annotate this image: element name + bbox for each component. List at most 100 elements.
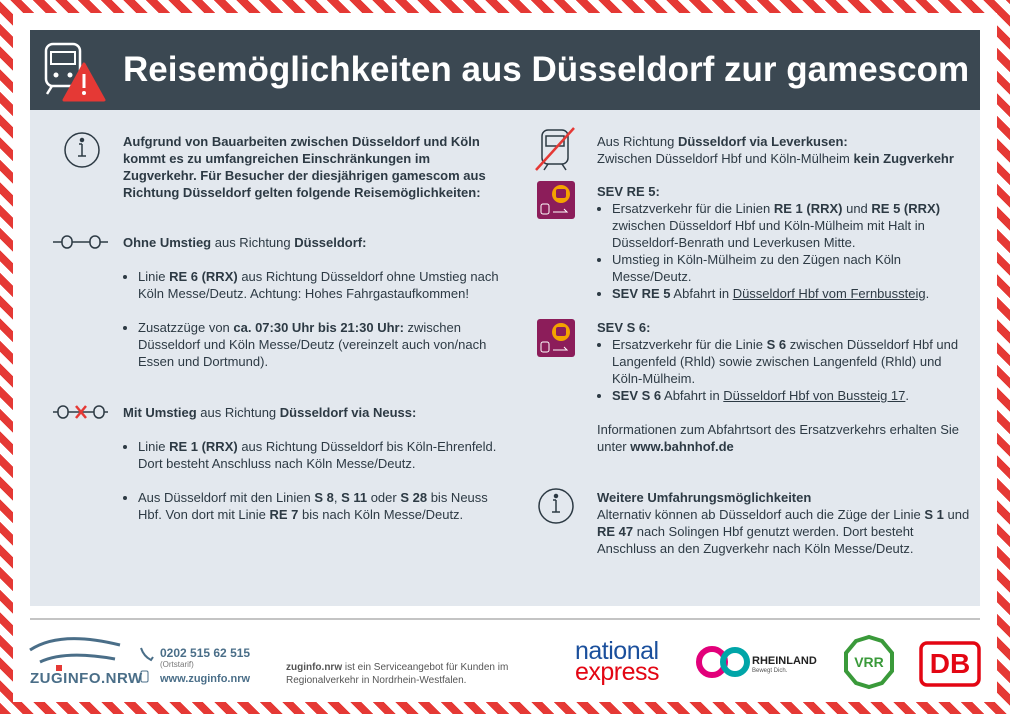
logo-tagline: Bewegt Dich. bbox=[752, 668, 788, 674]
text-run: S 6 bbox=[766, 337, 787, 352]
bullet: Linie RE 1 (RRX) aus Richtung Düsseldorf… bbox=[138, 438, 508, 472]
text-run: Aus Richtung bbox=[597, 134, 678, 149]
bullet: Ersatzverkehr für die Linie S 6 zwischen… bbox=[612, 336, 972, 387]
heading: Mit Umstieg aus Richtung Düsseldorf via … bbox=[123, 404, 508, 421]
header: Reisemöglichkeiten aus Düsseldorf zur ga… bbox=[30, 30, 980, 110]
section: SEV RE 5:Ersatzverkehr für die Linien RE… bbox=[597, 183, 972, 302]
title: Reisemöglichkeiten aus Düsseldorf zur ga… bbox=[123, 50, 970, 89]
text-run: Düsseldorf: bbox=[294, 235, 367, 250]
text-run: nach Solingen Hbf genutzt werden. Dort b… bbox=[597, 524, 914, 556]
text-run: RE 6 (RRX) bbox=[169, 269, 238, 284]
bullet-list: Linie RE 6 (RRX) aus Richtung Düsseldorf… bbox=[123, 268, 508, 370]
phone-note: (Ortstarif) bbox=[160, 660, 194, 669]
bullet: SEV RE 5 Abfahrt in Düsseldorf Hbf vom F… bbox=[612, 285, 972, 302]
paragraph: zuginfo.nrw ist ein Serviceangebot für K… bbox=[286, 661, 516, 687]
text-run: und bbox=[943, 507, 970, 522]
section: Weitere Umfahrungsmöglichkeiten Alternati… bbox=[597, 489, 972, 557]
text-run: Abfahrt in bbox=[661, 388, 724, 403]
section: SEV S 6:Ersatzverkehr für die Linie S 6 … bbox=[597, 319, 972, 404]
text-run: SEV RE 5 bbox=[612, 286, 671, 301]
text-run: bis nach Köln Messe/Deutz. bbox=[298, 507, 464, 522]
text-run: SEV RE 5: bbox=[597, 184, 660, 199]
text-run: RE 5 (RRX) bbox=[871, 201, 941, 216]
text-run: und bbox=[842, 201, 872, 216]
text-run: RE 1 (RRX) bbox=[169, 439, 238, 454]
text-run: Zwischen Düsseldorf Hbf und Köln-Mülheim bbox=[597, 151, 854, 166]
phone: 0202 515 62 515 bbox=[160, 646, 251, 660]
info: Informationen zum Abfahrtsort des Ersatz… bbox=[597, 421, 972, 455]
heading: Aus Richtung Düsseldorf via Leverkusen: bbox=[597, 133, 972, 150]
text-run: RE 7 bbox=[269, 507, 299, 522]
text-run: . bbox=[925, 286, 930, 301]
text-run: . bbox=[905, 388, 910, 403]
text-run: aus Richtung Düsseldorf bis Köln-Ehrenfe… bbox=[138, 439, 497, 471]
logo-db: DB bbox=[929, 648, 971, 679]
text-run: kein Zugverkehr bbox=[853, 151, 954, 166]
bullet: Aus Düsseldorf mit den Linien S 8, S 11 … bbox=[138, 489, 508, 523]
text-run: Düsseldorf Hbf vom Fernbussteig bbox=[732, 286, 926, 301]
text-run: zuginfo.nrw bbox=[286, 662, 343, 673]
bullet-list: Ersatzverkehr für die Linien RE 1 (RRX) … bbox=[597, 200, 972, 302]
bullet-list: Ersatzverkehr für die Linie S 6 zwischen… bbox=[597, 336, 972, 404]
heading: SEV RE 5: bbox=[597, 183, 972, 200]
text-run: www.bahnhof.de bbox=[630, 439, 734, 454]
bullet: SEV S 6 Abfahrt in Düsseldorf Hbf von Bu… bbox=[612, 387, 972, 404]
bullet: Umstieg in Köln-Mülheim zu den Zügen nac… bbox=[612, 251, 972, 285]
text-run: aus Richtung bbox=[196, 405, 280, 420]
text-run: ca. 07:30 Uhr bis 21:30 Uhr: bbox=[233, 320, 404, 335]
brand: ZUGINFO.NRW bbox=[30, 670, 143, 687]
logo-national: national bbox=[575, 637, 659, 665]
content-panel bbox=[30, 110, 980, 606]
text-run: oder bbox=[367, 490, 401, 505]
text-run: SEV S 6 bbox=[612, 388, 662, 403]
text-run: RE 47 bbox=[597, 524, 634, 539]
logo-rheinland: RHEINLAND bbox=[752, 655, 817, 667]
web: www.zuginfo.nrw bbox=[160, 673, 251, 685]
heading: Weitere Umfahrungsmöglichkeiten bbox=[597, 489, 972, 506]
paragraph: Informationen zum Abfahrtsort des Ersatz… bbox=[597, 421, 972, 455]
bullet-list: Linie RE 1 (RRX) aus Richtung Düsseldorf… bbox=[123, 438, 508, 523]
text-run: , bbox=[333, 490, 342, 505]
logo-express: express bbox=[575, 658, 660, 686]
text-run: zwischen Düsseldorf Hbf und Köln-Mülheim… bbox=[612, 218, 925, 250]
text-run: Mit Umstieg bbox=[123, 405, 197, 420]
text-run: Ersatzverkehr für die Linien bbox=[612, 201, 774, 216]
text-run: zwischen Düsseldorf Hbf und Langenfeld (… bbox=[612, 337, 959, 386]
text-run: aus Richtung Düsseldorf ohne Umstieg nac… bbox=[138, 269, 499, 301]
text-run: Aus Düsseldorf mit den Linien bbox=[138, 490, 315, 505]
section: Mit Umstieg aus Richtung Düsseldorf via … bbox=[123, 404, 508, 523]
text-run: aus Richtung bbox=[211, 235, 295, 250]
text-run: Ersatzverkehr für die Linie bbox=[612, 337, 767, 352]
text-run: Alternativ können ab Düsseldorf auch die… bbox=[597, 507, 925, 522]
heading: SEV S 6: bbox=[597, 319, 972, 336]
text-run: Zusatzzüge von bbox=[138, 320, 234, 335]
text-run: Düsseldorf via Leverkusen: bbox=[677, 134, 848, 149]
text-run: Düsseldorf via Neuss: bbox=[279, 405, 417, 420]
bullet: Zusatzzüge von ca. 07:30 Uhr bis 21:30 U… bbox=[138, 319, 508, 370]
logo-vrr: VRR bbox=[854, 654, 884, 670]
text-run: S 1 bbox=[924, 507, 944, 522]
text-run: S 28 bbox=[400, 490, 428, 505]
text-run: S 8 bbox=[314, 490, 334, 505]
paragraph: Aufgrund von Bauarbeiten zwischen Düssel… bbox=[123, 133, 498, 201]
text-run: bis Neuss Hbf. Von dort mit Linie bbox=[138, 490, 488, 522]
text-run: RE 1 (RRX) bbox=[773, 201, 843, 216]
section: Ohne Umstieg aus Richtung Düsseldorf: Lin… bbox=[123, 234, 508, 370]
text-run: Ohne Umstieg bbox=[123, 235, 212, 250]
text-run: Informationen zum Abfahrtsort des Ersatz… bbox=[597, 422, 960, 454]
intro: Aufgrund von Bauarbeiten zwischen Düssel… bbox=[123, 133, 498, 201]
heading: Ohne Umstieg aus Richtung Düsseldorf: bbox=[123, 234, 508, 251]
text-run: zwischen Düsseldorf und Köln Messe/Deutz… bbox=[138, 320, 487, 369]
text-run: SEV S 6: bbox=[597, 320, 651, 335]
text-run: ist ein Serviceangebot für Kunden im Reg… bbox=[286, 662, 509, 686]
section: Aus Richtung Düsseldorf via Leverkusen: Z… bbox=[597, 133, 972, 167]
paragraph: Alternativ können ab Düsseldorf auch die… bbox=[597, 506, 972, 557]
text-run: Aufgrund von Bauarbeiten zwischen Düssel… bbox=[123, 134, 486, 200]
logo-go: GO bbox=[697, 700, 699, 701]
statement: zuginfo.nrw ist ein Serviceangebot für K… bbox=[286, 661, 516, 687]
bullet: Linie RE 6 (RRX) aus Richtung Düsseldorf… bbox=[138, 268, 508, 302]
text-run: Abfahrt in bbox=[670, 286, 733, 301]
text-run: S 11 bbox=[341, 490, 368, 505]
